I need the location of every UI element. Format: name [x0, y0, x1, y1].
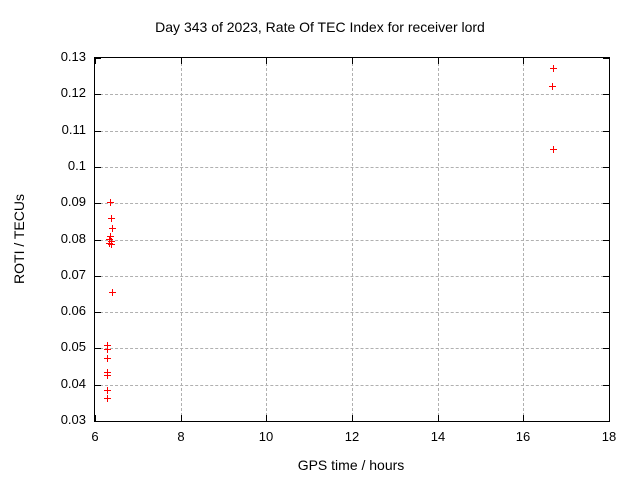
- tick-mark-left: [95, 94, 101, 95]
- plot-area: [94, 57, 610, 422]
- tick-mark-right: [603, 94, 609, 95]
- y-tick-label: 0.04: [60, 376, 86, 391]
- tick-mark-right: [603, 312, 609, 313]
- y-tick-label: 0.12: [60, 85, 86, 100]
- tick-mark-bottom: [95, 415, 96, 421]
- tick-mark-top: [352, 58, 353, 64]
- data-point: [106, 240, 113, 247]
- tick-mark-bottom: [438, 415, 439, 421]
- tick-mark-left: [95, 58, 101, 59]
- tick-mark-right: [603, 240, 609, 241]
- tick-mark-top: [609, 58, 610, 64]
- data-point: [107, 233, 114, 240]
- tick-mark-right: [603, 276, 609, 277]
- tick-mark-left: [95, 348, 101, 349]
- data-point: [549, 83, 556, 90]
- gridline-horizontal: [95, 203, 609, 204]
- gridline-vertical: [523, 58, 524, 421]
- tick-mark-top: [266, 58, 267, 64]
- tick-mark-left: [95, 385, 101, 386]
- tick-mark-left: [95, 203, 101, 204]
- data-point: [104, 395, 111, 402]
- data-point: [104, 346, 111, 353]
- y-tick-label: 0.11: [61, 122, 86, 137]
- tick-mark-left: [95, 240, 101, 241]
- gridline-horizontal: [95, 131, 609, 132]
- x-tick-label: 12: [344, 429, 360, 444]
- tick-mark-right: [603, 58, 609, 59]
- tick-mark-bottom: [181, 415, 182, 421]
- tick-mark-left: [95, 421, 101, 422]
- tick-mark-right: [603, 385, 609, 386]
- data-point: [108, 241, 115, 248]
- tick-mark-bottom: [523, 415, 524, 421]
- tick-mark-bottom: [266, 415, 267, 421]
- tick-mark-top: [95, 58, 96, 64]
- tick-mark-right: [603, 348, 609, 349]
- tick-mark-left: [95, 276, 101, 277]
- gridline-horizontal: [95, 167, 609, 168]
- data-point: [106, 236, 113, 243]
- y-tick-label: 0.13: [60, 49, 86, 64]
- chart-title: Day 343 of 2023, Rate Of TEC Index for r…: [155, 19, 485, 35]
- tick-mark-bottom: [609, 415, 610, 421]
- y-tick-label: 0.08: [60, 231, 86, 246]
- x-axis-label: GPS time / hours: [297, 457, 405, 473]
- gridline-vertical: [438, 58, 439, 421]
- x-tick-label: 8: [177, 429, 185, 444]
- data-point: [550, 146, 557, 153]
- tick-mark-left: [95, 167, 101, 168]
- gridline-vertical: [266, 58, 267, 421]
- y-tick-label: 0.05: [60, 339, 86, 354]
- x-tick-label: 10: [258, 429, 274, 444]
- y-tick-label: 0.09: [60, 194, 86, 209]
- gridline-horizontal: [95, 276, 609, 277]
- data-point: [104, 355, 111, 362]
- data-point: [109, 289, 116, 296]
- data-point: [107, 199, 114, 206]
- tick-mark-right: [603, 203, 609, 204]
- y-tick-label: 0.03: [60, 412, 86, 427]
- tick-mark-left: [95, 312, 101, 313]
- gridline-horizontal: [95, 385, 609, 386]
- x-tick-label: 16: [515, 429, 531, 444]
- gridline-horizontal: [95, 348, 609, 349]
- data-point: [109, 225, 116, 232]
- tick-mark-left: [95, 131, 101, 132]
- gridline-horizontal: [95, 94, 609, 95]
- tick-mark-right: [603, 167, 609, 168]
- data-point: [550, 65, 557, 72]
- tick-mark-top: [438, 58, 439, 64]
- x-tick-label: 18: [601, 429, 617, 444]
- gridline-horizontal: [95, 312, 609, 313]
- data-point: [104, 387, 111, 394]
- tick-mark-right: [603, 131, 609, 132]
- y-tick-label: 0.06: [60, 303, 86, 318]
- tick-mark-right: [603, 421, 609, 422]
- x-tick-label: 6: [91, 429, 99, 444]
- tick-mark-top: [181, 58, 182, 64]
- gridline-vertical: [352, 58, 353, 421]
- data-point: [108, 215, 115, 222]
- gridline-horizontal: [95, 240, 609, 241]
- x-tick-label: 14: [430, 429, 446, 444]
- tick-mark-top: [523, 58, 524, 64]
- y-axis-label: ROTI / TECUs: [11, 194, 27, 284]
- y-tick-label: 0.1: [67, 158, 86, 173]
- y-tick-label: 0.07: [60, 267, 86, 282]
- tick-mark-bottom: [352, 415, 353, 421]
- data-point: [104, 372, 111, 379]
- gridline-vertical: [181, 58, 182, 421]
- data-point: [104, 342, 111, 349]
